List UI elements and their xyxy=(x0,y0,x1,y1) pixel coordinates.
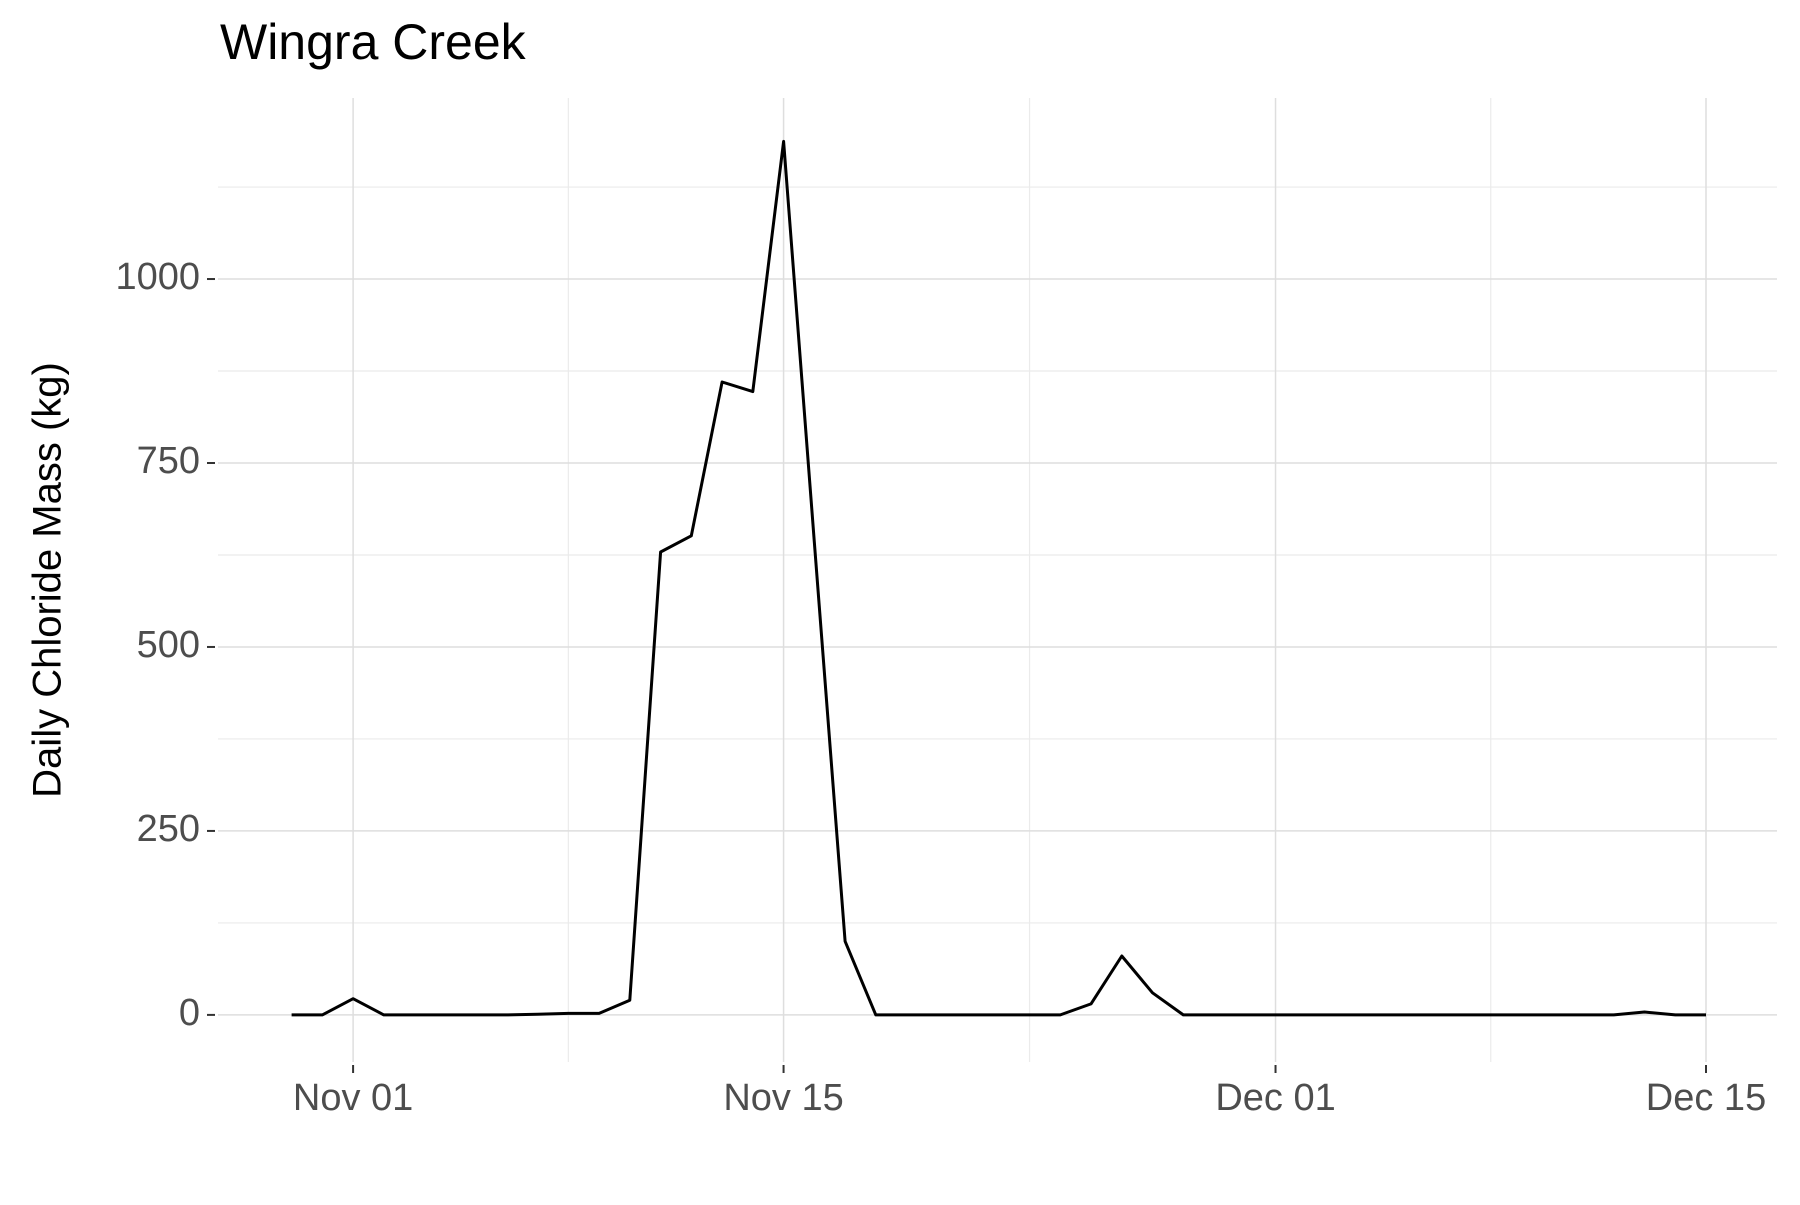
y-tick-label: 0 xyxy=(179,992,200,1034)
x-tick-label: Dec 01 xyxy=(1215,1077,1335,1119)
x-tick-label: Dec 15 xyxy=(1646,1077,1766,1119)
y-tick-label: 750 xyxy=(137,440,200,482)
y-tick-label: 500 xyxy=(137,624,200,666)
y-axis-title: Daily Chloride Mass (kg) xyxy=(26,362,70,798)
chart-title: Wingra Creek xyxy=(220,14,527,70)
x-tick-label: Nov 01 xyxy=(293,1077,413,1119)
y-tick-label: 250 xyxy=(137,808,200,850)
x-tick-label: Nov 15 xyxy=(723,1077,843,1119)
data-line xyxy=(291,139,1706,1017)
y-tick-label: 1000 xyxy=(115,256,200,298)
